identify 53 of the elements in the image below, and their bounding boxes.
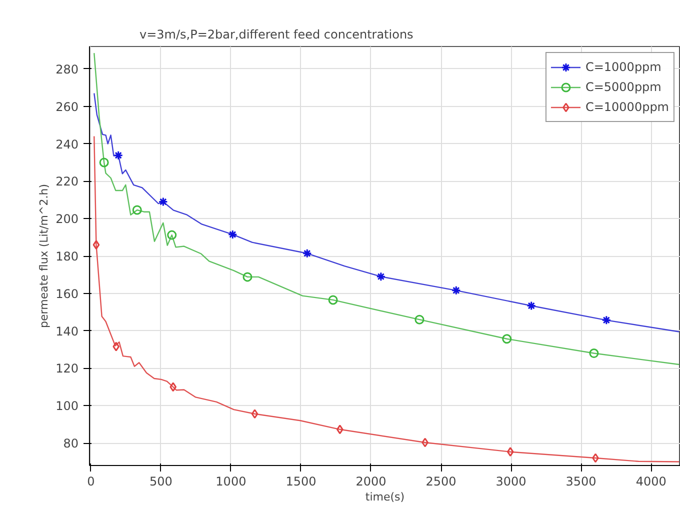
point	[451, 286, 461, 296]
point	[506, 447, 514, 457]
line-series	[94, 136, 680, 462]
point	[422, 438, 428, 448]
legend-label: C=5000ppm	[585, 80, 662, 94]
point	[526, 301, 536, 311]
point	[589, 348, 599, 358]
y-tick-label: 160	[56, 286, 78, 301]
x-tick-label: 3500	[566, 474, 596, 488]
y-tick-label: 100	[56, 399, 78, 414]
point	[376, 272, 386, 282]
y-tick-label: 260	[56, 100, 78, 114]
point	[167, 230, 177, 240]
point	[132, 205, 142, 215]
x-tick-label: 1500	[286, 474, 316, 488]
y-tick-label: 280	[56, 62, 78, 76]
point	[251, 409, 258, 419]
x-tick-label: 0	[87, 474, 95, 488]
x-tick-label: 1000	[216, 474, 246, 488]
point	[92, 240, 100, 250]
x-tick-label: 2000	[356, 474, 386, 488]
line-series	[94, 52, 680, 366]
y-tick-label: 220	[56, 174, 78, 189]
y-tick-label: 200	[56, 212, 78, 226]
y-axis-title: permeate flux (Lit/m^2.h)	[38, 184, 51, 328]
point	[112, 342, 120, 352]
y-tick-label: 120	[56, 362, 78, 376]
y-tick-label: 80	[63, 436, 79, 451]
point	[592, 453, 599, 463]
x-tick-label: 3000	[496, 474, 526, 488]
point	[114, 150, 124, 160]
point	[302, 248, 312, 258]
point	[602, 315, 612, 325]
chart-title: v=3m/s,P=2bar,different feed concentrations	[140, 28, 414, 42]
point	[242, 272, 252, 282]
y-tick-label: 180	[56, 250, 78, 264]
x-tick-label: 500	[149, 474, 172, 488]
point	[99, 158, 109, 168]
point	[336, 424, 344, 434]
point	[502, 334, 512, 344]
point	[328, 295, 338, 305]
x-axis-title: time(s)	[365, 490, 405, 504]
x-tick-label: 4000	[636, 474, 666, 488]
point	[414, 314, 424, 324]
point	[158, 197, 168, 207]
point	[228, 230, 238, 240]
y-tick-label: 140	[56, 324, 78, 338]
x-tick-label: 2500	[426, 474, 456, 488]
line-series	[94, 92, 680, 332]
legend-label: C=1000ppm	[585, 60, 662, 74]
point	[170, 382, 177, 392]
legend-label: C=10000ppm	[585, 100, 669, 114]
y-tick-label: 240	[56, 137, 78, 152]
